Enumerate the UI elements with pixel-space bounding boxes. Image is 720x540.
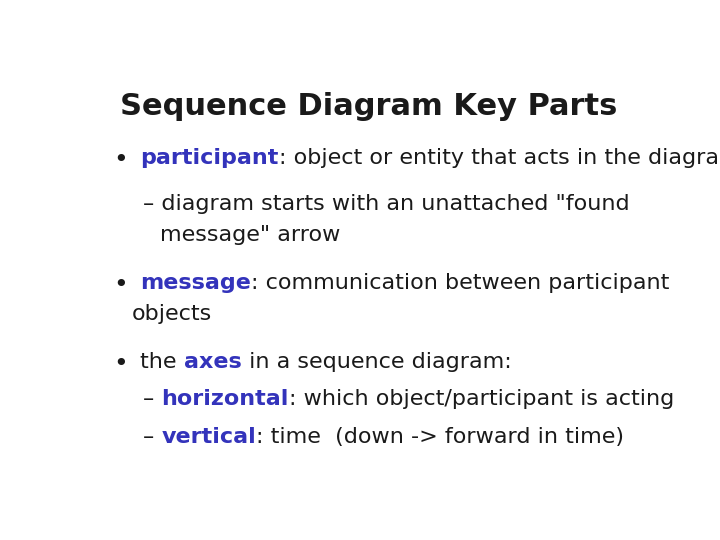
Text: –: – — [143, 389, 161, 409]
Text: – diagram starts with an unattached "found: – diagram starts with an unattached "fou… — [143, 194, 629, 214]
Text: in a sequence diagram:: in a sequence diagram: — [242, 352, 511, 372]
Text: : which object/participant is acting: : which object/participant is acting — [289, 389, 674, 409]
Text: –: – — [143, 427, 161, 447]
Text: horizontal: horizontal — [161, 389, 289, 409]
Text: •: • — [113, 273, 128, 296]
Text: message: message — [140, 273, 251, 293]
Text: participant: participant — [140, 148, 279, 168]
Text: : communication between participant: : communication between participant — [251, 273, 670, 293]
Text: objects: objects — [132, 304, 212, 324]
Text: axes: axes — [184, 352, 242, 372]
Text: vertical: vertical — [161, 427, 256, 447]
Text: : object or entity that acts in the diagram: : object or entity that acts in the diag… — [279, 148, 720, 168]
Text: Sequence Diagram Key Parts: Sequence Diagram Key Parts — [120, 92, 618, 121]
Text: •: • — [113, 148, 128, 172]
Text: : time  (down -> forward in time): : time (down -> forward in time) — [256, 427, 624, 447]
Text: the: the — [140, 352, 184, 372]
Text: •: • — [113, 352, 128, 376]
Text: message" arrow: message" arrow — [160, 225, 340, 245]
